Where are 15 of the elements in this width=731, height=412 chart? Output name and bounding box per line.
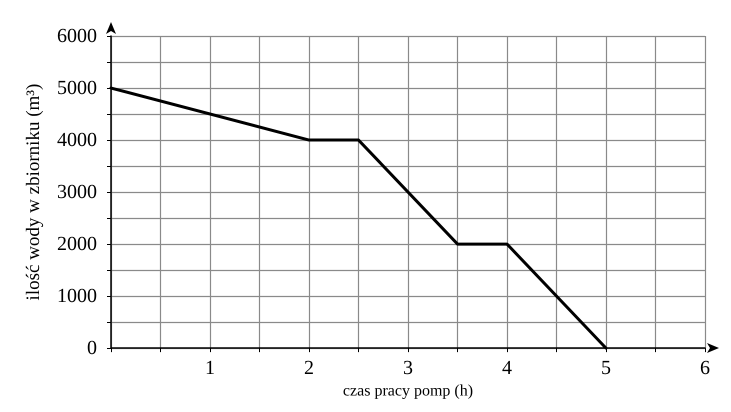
x-tick-label: 3 bbox=[403, 357, 413, 380]
y-tick-label: 5000 bbox=[57, 77, 97, 100]
x-tick-label: 4 bbox=[502, 357, 512, 380]
y-tick-label: 4000 bbox=[57, 129, 97, 152]
x-axis-title: czas pracy pomp (h) bbox=[342, 382, 474, 400]
x-tick-label: 6 bbox=[700, 357, 710, 380]
y-tick-label: 3000 bbox=[57, 181, 97, 204]
y-tick-label: 1000 bbox=[57, 285, 97, 308]
y-tick-label: 6000 bbox=[57, 25, 97, 47]
y-tick-label: 0 bbox=[87, 337, 97, 360]
x-tick-label: 2 bbox=[304, 357, 314, 380]
x-tick-label: 5 bbox=[601, 357, 611, 380]
y-axis-title: ilość wody w zbiorniku (m³) bbox=[23, 84, 44, 300]
y-tick-label: 2000 bbox=[57, 233, 97, 256]
x-tick-label: 1 bbox=[205, 357, 215, 380]
